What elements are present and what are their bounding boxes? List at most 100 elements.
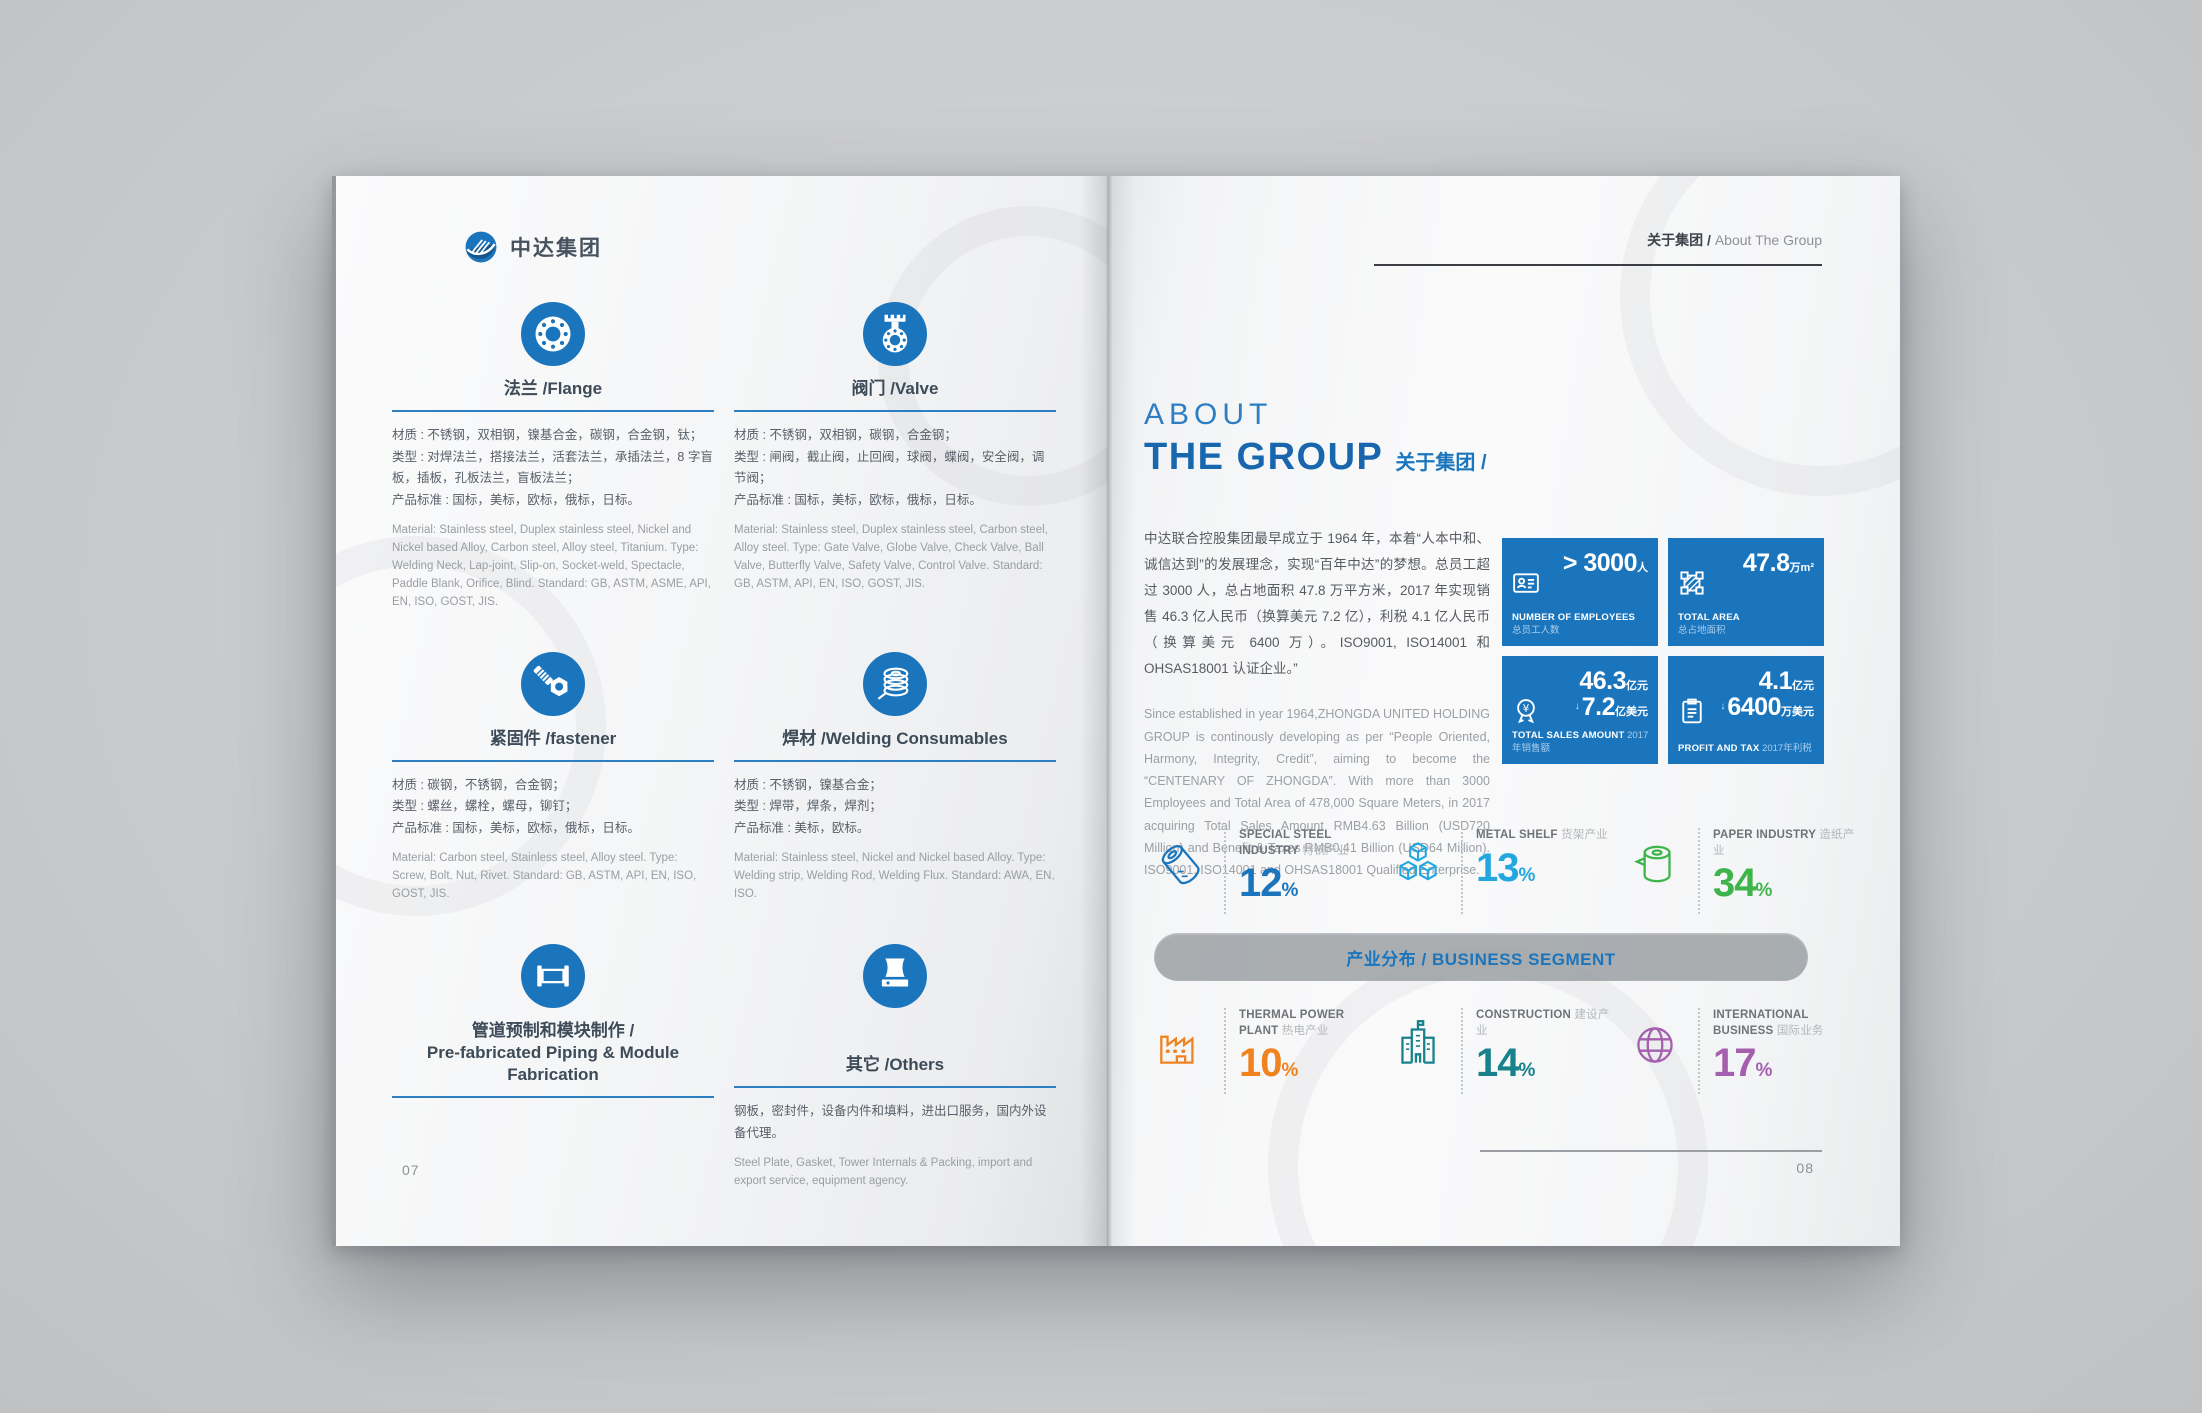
dotted-separator (1698, 1008, 1700, 1094)
segment-percent: 17% (1713, 1041, 1773, 1086)
product-title: 焊材 /Welding Consumables (782, 728, 1008, 748)
id-card-icon (1511, 568, 1541, 598)
product-text-en: Material: Stainless steel, Duplex stainl… (734, 524, 1048, 590)
stat-value: 4.1 (1758, 667, 1793, 695)
segment-percent: 14% (1476, 1041, 1536, 1086)
product-text-en: Material: Stainless steel, Nickel and Ni… (734, 852, 1055, 901)
stat-unit: 万m² (1789, 562, 1814, 574)
svg-text:¥: ¥ (1523, 702, 1530, 715)
cooling-tower-icon (863, 944, 927, 1009)
stat-unit: 亿元 (1626, 680, 1648, 692)
brochure-spread: 中达集团 法兰 /Flang (332, 176, 1900, 1246)
area-icon (1677, 568, 1707, 598)
product-title: 法兰 /Flange (503, 379, 603, 398)
product-text-en: Material: Carbon steel, Stainless steel,… (392, 852, 697, 901)
stat-profit-tax: 4.1亿元 ↓6400万美元 PROFIT AND TAX 2017年利税 (1668, 656, 1824, 764)
segment-label: METAL SHELF 货架产业 (1476, 829, 1608, 841)
fastener-icon (521, 651, 585, 716)
yuan-badge-icon: ¥ (1511, 696, 1541, 726)
stat-label: TOTAL AREA 总占地面积 (1678, 612, 1740, 637)
product-text-cn: 钢板，密封件，设备内件和填料，进出口服务，国内外设备代理。 (734, 1104, 1047, 1140)
segment-paper-industry: PAPER INDUSTRY 造纸产业 34% (1626, 828, 1858, 914)
cubes-icon (1389, 836, 1447, 894)
stat-unit: 亿元 (1792, 680, 1814, 692)
segment-percent: 13% (1476, 845, 1536, 890)
stat-label: PROFIT AND TAX 2017年利税 (1678, 743, 1812, 755)
segments-row-1: SPECIAL STEEL INDUSTRY 特钢产业 12% (1152, 828, 1858, 914)
dotted-separator (1461, 828, 1463, 914)
divider (392, 759, 714, 762)
segment-metal-shelf: METAL SHELF 货架产业 13% (1389, 828, 1621, 914)
flange-icon (521, 302, 585, 366)
footer-rule (1480, 1150, 1822, 1152)
divider (392, 1096, 714, 1099)
page-number-left: 07 (402, 1162, 420, 1178)
divider (734, 759, 1056, 762)
paper-roll-icon (1626, 836, 1684, 894)
business-segment-bar: 产业分布 / BUSINESS SEGMENT (1154, 933, 1808, 981)
intro-paragraphs: 中达联合控股集团最早成立于 1964 年，本着“人本中和、诚信达到”的发展理念，… (1144, 526, 1490, 881)
product-section-fastener: 紧固件 /fastener 材质 : 碳钢，不锈钢，合金钢； 类型 : 螺丝，螺… (392, 651, 714, 904)
globe-icon (1626, 1016, 1684, 1074)
running-header-en: About The Group (1714, 232, 1822, 248)
segment-percent: 10% (1239, 1041, 1299, 1086)
stat-label: TOTAL SALES AMOUNT 2017年销售额 (1512, 730, 1649, 755)
dotted-separator (1224, 1008, 1226, 1094)
stat-value-usd: 6400 (1727, 693, 1781, 722)
segment-label: SPECIAL STEEL INDUSTRY 特钢产业 (1239, 829, 1349, 857)
product-text-cn: 材质 : 不锈钢，镍基合金； 类型 : 焊带，焊条，焊剂； 产品标准 : 美标，… (734, 777, 882, 835)
product-text-cn: 材质 : 不锈钢，双相钢，镍基合金，碳钢，合金钢，钛； 类型 : 对焊法兰，搭接… (392, 428, 713, 507)
dotted-separator (1461, 1008, 1463, 1094)
zhongda-logo-icon (465, 231, 497, 263)
product-text-en: Steel Plate, Gasket, Tower Internals & P… (734, 1157, 1033, 1188)
segment-thermal-power: THERMAL POWER PLANT 热电产业 10% (1152, 1008, 1384, 1094)
title-cn: 关于集团 / (1395, 452, 1487, 474)
steel-cylinder-icon (1152, 836, 1210, 894)
welding-coil-icon (863, 651, 927, 716)
stat-total-area: 47.8万m² TOTAL AREA 总占地面积 (1668, 538, 1824, 646)
page-right: 关于集团 / About The Group ABOUT THE GROUP 关… (1108, 176, 1900, 1246)
stat-unit: 人 (1637, 562, 1648, 574)
product-title: 紧固件 /fastener (489, 728, 617, 748)
segment-percent: 34% (1713, 861, 1773, 906)
valve-icon (863, 302, 927, 366)
product-section-valve: 阀门 /Valve 材质 : 不锈钢，双相钢，碳钢，合金钢； 类型 : 闸阀，截… (734, 302, 1056, 612)
clipboard-icon (1677, 696, 1707, 726)
segment-percent: 12% (1239, 861, 1299, 906)
stats-grid: > 3000人 NUMBER OF EMPLOYEES 总员工人数 (1502, 538, 1824, 764)
segment-international: INTERNATIONAL BUSINESS 国际业务 17% (1626, 1008, 1858, 1094)
segment-special-steel: SPECIAL STEEL INDUSTRY 特钢产业 12% (1152, 828, 1384, 914)
segments-row-2: THERMAL POWER PLANT 热电产业 10% (1152, 1008, 1858, 1094)
stat-value: 46.3 (1579, 667, 1626, 695)
building-icon (1389, 1016, 1447, 1074)
segment-label: PAPER INDUSTRY 造纸产业 (1713, 829, 1855, 857)
product-title-en: Pre-fabricated Piping & Module Fabricati… (426, 1043, 680, 1085)
convert-arrow-icon: ↓ (1720, 701, 1726, 713)
intro-paragraph-cn: 中达联合控股集团最早成立于 1964 年，本着“人本中和、诚信达到”的发展理念，… (1144, 531, 1490, 676)
product-title: 阀门 /Valve (851, 379, 939, 398)
brand-name: 中达集团 (510, 237, 602, 260)
product-section-others: 其它 /Others 钢板，密封件，设备内件和填料，进出口服务，国内外设备代理。… (734, 944, 1056, 1191)
stat-unit-usd: 万美元 (1781, 706, 1814, 719)
divider (734, 1086, 1056, 1089)
page-number-right: 08 (1796, 1160, 1814, 1176)
page-left: 中达集团 法兰 /Flang (332, 176, 1108, 1246)
section-title: ABOUT THE GROUP 关于集团 / (1144, 398, 1487, 479)
business-segment-bar-label: 产业分布 / BUSINESS SEGMENT (1346, 949, 1616, 969)
running-header-cn: 关于集团 / (1647, 232, 1711, 248)
stat-label: NUMBER OF EMPLOYEES 总员工人数 (1512, 612, 1636, 637)
stat-unit-usd: 亿美元 (1615, 706, 1648, 719)
product-section-welding: 焊材 /Welding Consumables 材质 : 不锈钢，镍基合金； 类… (734, 651, 1056, 904)
segment-label: INTERNATIONAL BUSINESS 国际业务 (1713, 1009, 1824, 1037)
stat-value-usd: 7.2 (1581, 693, 1616, 722)
title-about: ABOUT (1144, 398, 1273, 431)
stat-value: > 3000 (1562, 549, 1638, 577)
product-text-cn: 材质 : 碳钢，不锈钢，合金钢； 类型 : 螺丝，螺栓，螺母，铆钉； 产品标准 … (392, 777, 640, 835)
stat-employees: > 3000人 NUMBER OF EMPLOYEES 总员工人数 (1502, 538, 1658, 646)
brand-logo: 中达集团 (462, 228, 602, 266)
dotted-separator (1224, 828, 1226, 914)
watermark-ring (1620, 176, 1900, 496)
product-text-en: Material: Stainless steel, Duplex stainl… (392, 524, 711, 608)
stat-total-sales: 46.3亿元 ↓7.2亿美元 ¥ TOTAL SALES AMOUNT 2017… (1502, 656, 1658, 764)
title-the-group: THE GROUP (1144, 436, 1384, 478)
